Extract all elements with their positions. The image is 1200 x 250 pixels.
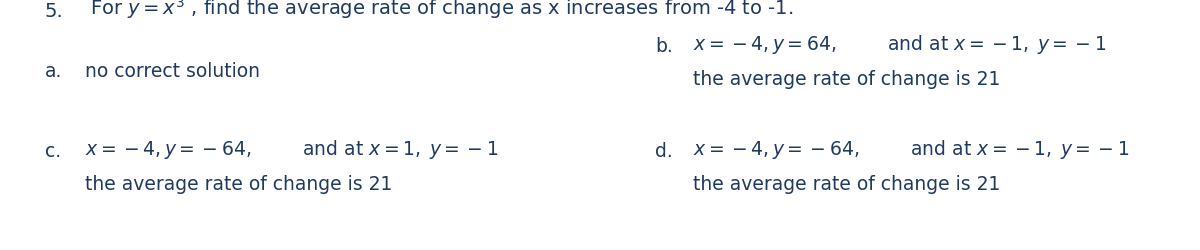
Text: 5.: 5. bbox=[46, 2, 64, 21]
Text: the average rate of change is 21: the average rate of change is 21 bbox=[694, 174, 1001, 193]
Text: the average rate of change is 21: the average rate of change is 21 bbox=[694, 70, 1001, 89]
Text: no correct solution: no correct solution bbox=[85, 62, 260, 81]
Text: c.: c. bbox=[46, 142, 61, 160]
Text: the average rate of change is 21: the average rate of change is 21 bbox=[85, 174, 392, 193]
Text: d.: d. bbox=[655, 142, 673, 160]
Text: a.: a. bbox=[46, 62, 62, 81]
Text: $x = -4, y =  64,$        and at $x = -1,\;  y = -1$: $x = -4, y = 64,$ and at $x = -1,\; y = … bbox=[694, 33, 1106, 56]
Text: $x = -4, y = -64,$        and at $x = -1,\;  y = -1$: $x = -4, y = -64,$ and at $x = -1,\; y =… bbox=[694, 138, 1129, 160]
Text: b.: b. bbox=[655, 37, 673, 56]
Text: $x = -4, y = -64,$        and at $x = 1,\;  y = -1$: $x = -4, y = -64,$ and at $x = 1,\; y = … bbox=[85, 138, 498, 160]
Text: For $y = x^3$ , find the average rate of change as x increases from -4 to -1.: For $y = x^3$ , find the average rate of… bbox=[90, 0, 793, 21]
